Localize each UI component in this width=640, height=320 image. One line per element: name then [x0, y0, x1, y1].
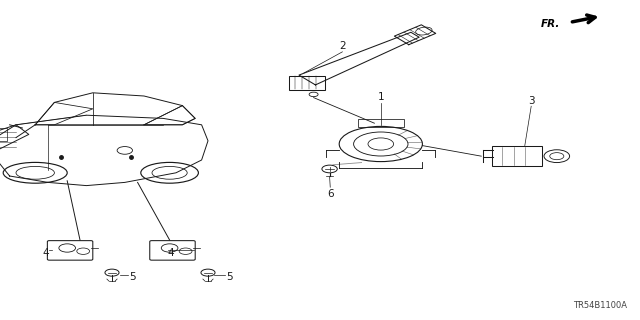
Text: FR.: FR. [541, 19, 560, 29]
Text: 4: 4 [168, 248, 174, 258]
Text: TR54B1100A: TR54B1100A [573, 301, 627, 310]
Text: 1: 1 [378, 92, 384, 102]
Text: 3: 3 [528, 96, 534, 106]
Text: 4: 4 [43, 248, 49, 258]
Text: 2: 2 [339, 41, 346, 51]
Text: 6: 6 [327, 189, 333, 199]
Text: 5: 5 [129, 272, 136, 282]
Text: ━4: ━4 [310, 284, 320, 292]
Text: 5: 5 [227, 272, 233, 282]
